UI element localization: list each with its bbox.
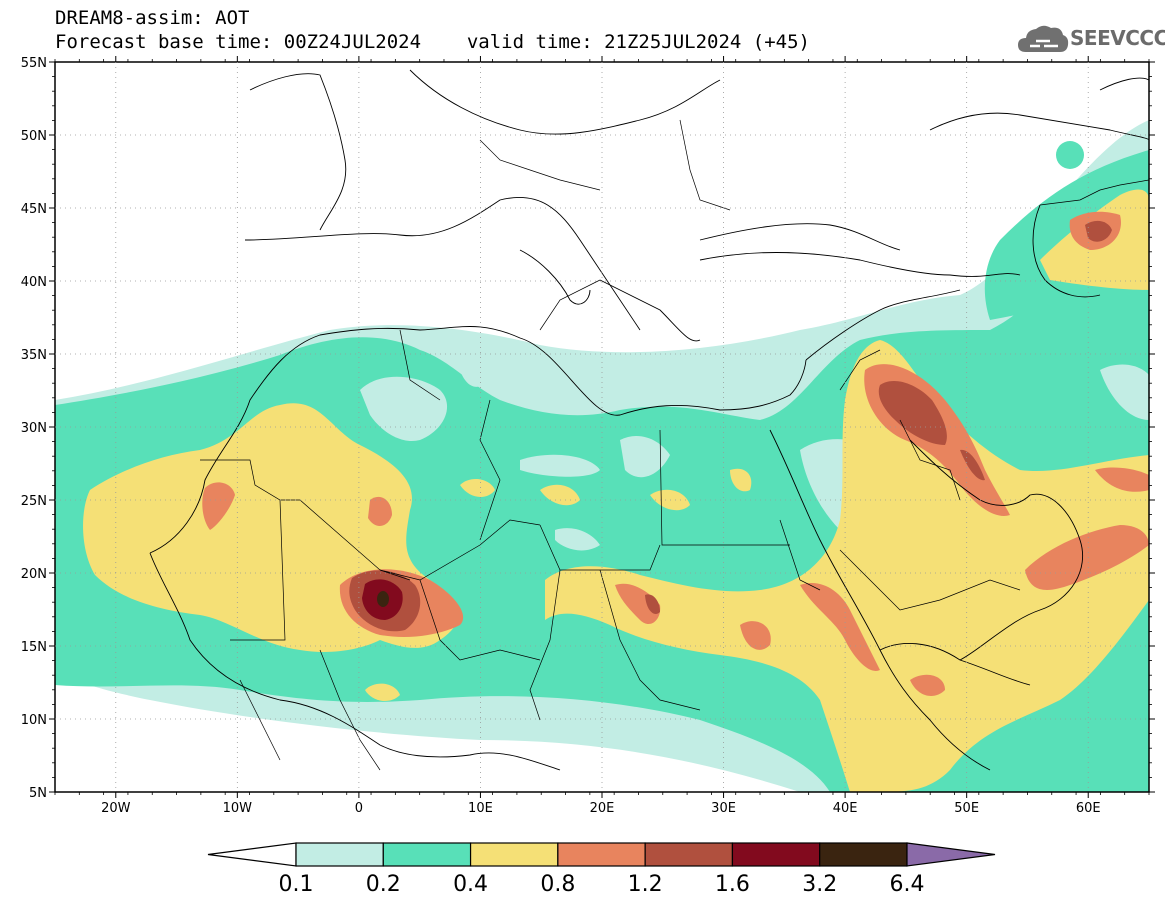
graticule xyxy=(55,62,1149,792)
colorbar-level-label: 1.2 xyxy=(628,872,663,897)
colorbar-swatch xyxy=(469,842,559,867)
colorbar: 0.1 0.2 0.4 0.8 1.2 1.6 3.2 6.4 xyxy=(207,842,996,897)
lat-label: 30N xyxy=(21,421,47,436)
axis-ticks: 55N 50N 45N 40N 35N 30N 25N 20N 15N 10N 5N 20W 10W 0 1… xyxy=(21,56,1155,816)
colorbar-high-arrow xyxy=(906,842,996,867)
lon-label: 30E xyxy=(711,801,736,816)
forecast-time-line: Forecast base time: 00Z24JUL2024 valid t… xyxy=(55,32,810,52)
lat-label: 45N xyxy=(21,202,47,217)
forecast-base-time: Forecast base time: 00Z24JUL2024 xyxy=(55,31,422,53)
colorbar-low-arrow xyxy=(207,842,297,867)
colorbar-swatch xyxy=(731,842,821,867)
lon-label: 10E xyxy=(468,801,493,816)
cloud-icon xyxy=(1018,25,1069,52)
colorbar-level-label: 1.6 xyxy=(715,872,750,897)
logo-text: SEEVCCC xyxy=(1070,26,1165,50)
lat-label: 55N xyxy=(21,56,47,71)
lat-label: 20N xyxy=(21,567,47,582)
seevccc-logo: SEEVCCC xyxy=(1016,22,1165,58)
lon-label: 60E xyxy=(1076,801,1101,816)
lon-label: 40E xyxy=(833,801,858,816)
lat-label: 10N xyxy=(21,713,47,728)
aot-level-3.2 xyxy=(377,591,389,607)
colorbar-level-label: 0.2 xyxy=(366,872,401,897)
lat-label: 35N xyxy=(21,348,47,363)
valid-time: valid time: 21Z25JUL2024 (+45) xyxy=(466,31,810,53)
colorbar-level-label: 0.1 xyxy=(279,872,314,897)
colorbar-swatch xyxy=(819,842,908,867)
colorbar-level-label: 3.2 xyxy=(802,872,837,897)
colorbar-level-label: 0.4 xyxy=(453,872,488,897)
colorbar-swatch xyxy=(295,842,384,867)
map-title: DREAM8-assim: AOT xyxy=(55,7,250,29)
lon-label: 50E xyxy=(954,801,979,816)
lat-label: 25N xyxy=(21,494,47,509)
lon-label: 0 xyxy=(355,801,363,816)
colorbar-swatch xyxy=(644,842,734,867)
coastlines xyxy=(149,69,1149,771)
lon-label: 10W xyxy=(223,801,253,816)
lat-label: 15N xyxy=(21,640,47,655)
lat-label: 40N xyxy=(21,275,47,290)
lon-label: 20W xyxy=(101,801,131,816)
lat-label: 5N xyxy=(29,786,47,801)
colorbar-swatch xyxy=(557,842,646,867)
lat-label: 50N xyxy=(21,129,47,144)
colorbar-level-label: 6.4 xyxy=(890,872,925,897)
colorbar-level-label: 0.8 xyxy=(540,872,575,897)
lon-label: 20E xyxy=(590,801,615,816)
colorbar-swatch xyxy=(382,842,472,867)
